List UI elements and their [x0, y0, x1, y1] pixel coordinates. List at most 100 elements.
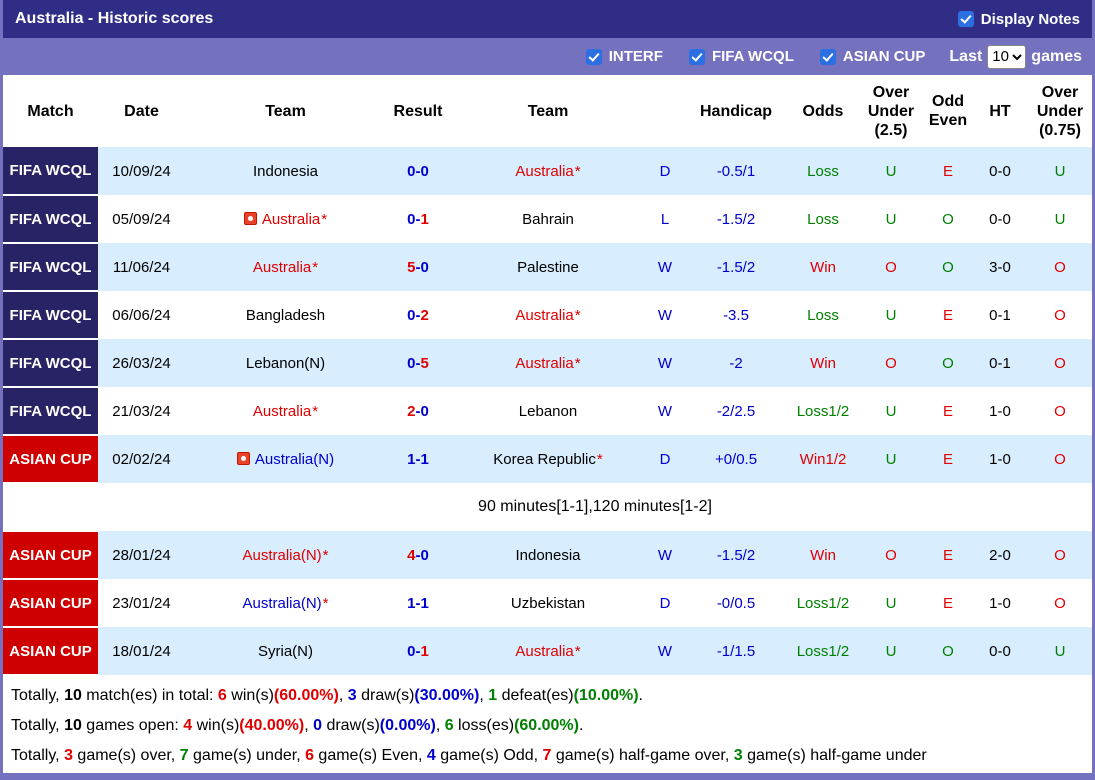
- filter-fifa-wcql[interactable]: FIFA WCQL: [688, 48, 794, 65]
- over-under-075-result: O: [1028, 531, 1092, 579]
- handicap-value: -3.5: [723, 306, 749, 324]
- summary-segment: 7: [179, 747, 189, 764]
- team-name[interactable]: Bangladesh: [245, 306, 326, 324]
- handicap-value: -2/2.5: [716, 402, 756, 420]
- odd-even-result: E: [924, 147, 972, 195]
- away-team-cell: Australia*: [450, 147, 646, 195]
- table-header-row: Match Date Team Result Team Handicap Odd…: [3, 75, 1092, 147]
- over-under-25-result: U: [885, 210, 897, 228]
- summary-segment: 3: [733, 747, 743, 764]
- odd-even-result: O: [924, 243, 972, 291]
- summary-segment: draw(s): [322, 717, 380, 734]
- score-cell[interactable]: 5-0: [386, 243, 450, 291]
- over-under-075-result: O: [1054, 306, 1066, 324]
- team-name[interactable]: Indonesia: [515, 546, 581, 564]
- team-name[interactable]: Australia(N): [254, 450, 335, 468]
- interf-checkbox[interactable]: [585, 48, 602, 65]
- filter-interf[interactable]: INTERF: [585, 48, 663, 65]
- team-name[interactable]: Australia: [515, 354, 574, 372]
- col-header-odd-even: Odd Even: [924, 75, 972, 147]
- away-score: 1: [420, 594, 429, 612]
- display-notes-checkbox[interactable]: [957, 11, 974, 27]
- team-name[interactable]: Australia: [261, 210, 321, 228]
- team-name[interactable]: Indonesia: [252, 162, 319, 180]
- league-badge: FIFA WCQL: [3, 243, 98, 292]
- score-cell[interactable]: 0-1: [386, 195, 450, 243]
- asian-cup-checkbox[interactable]: [819, 48, 836, 65]
- score-cell[interactable]: 1-1: [386, 435, 450, 483]
- score-cell[interactable]: 0-0: [386, 147, 450, 195]
- home-team-cell: Lebanon(N): [185, 339, 386, 387]
- summary-segment: game(s) under,: [188, 747, 306, 764]
- games-label: games: [1031, 47, 1082, 65]
- team-name[interactable]: Uzbekistan: [510, 594, 586, 612]
- match-row: FIFA WCQL 05/09/24 Australia* 0-1 Bahrain L -1…: [3, 195, 1092, 244]
- match-date: 10/09/24: [98, 147, 185, 195]
- fifa-wcql-checkbox[interactable]: [688, 48, 705, 65]
- home-score: 1: [407, 450, 416, 468]
- result-letter: L: [660, 210, 670, 228]
- last-games-select[interactable]: 10: [987, 44, 1027, 69]
- odds-result: Loss: [807, 210, 839, 228]
- col-header-result: Result: [386, 75, 450, 147]
- away-score: 1: [420, 210, 429, 228]
- result-letter: D: [646, 147, 684, 195]
- favorite-star: *: [321, 210, 328, 228]
- team-name[interactable]: Australia: [515, 162, 574, 180]
- team-name[interactable]: Australia(N): [242, 594, 322, 612]
- away-score: 1: [420, 642, 429, 660]
- home-score: 0: [407, 354, 416, 372]
- handicap-value: -1/1.5: [684, 627, 788, 675]
- team-name[interactable]: Australia(N): [242, 546, 322, 564]
- team-name[interactable]: Palestine: [517, 258, 579, 276]
- summary-line: Totally, 10 match(es) in total: 6 win(s)…: [11, 681, 1084, 711]
- team-name[interactable]: Australia: [252, 402, 312, 420]
- over-under-075-result: O: [1054, 594, 1066, 612]
- odds-result: Win: [788, 339, 858, 387]
- team-name[interactable]: Lebanon: [518, 402, 578, 420]
- home-score: 1: [407, 594, 416, 612]
- team-name[interactable]: Bahrain: [522, 210, 574, 228]
- home-team-cell: Australia*: [185, 195, 386, 243]
- result-letter: W: [657, 306, 673, 324]
- team-name[interactable]: Australia: [515, 642, 574, 660]
- summary-line: Totally, 3 game(s) over, 7 game(s) under…: [11, 741, 1084, 771]
- summary-segment: game(s) Odd,: [435, 747, 543, 764]
- half-time-score: 2-0: [972, 531, 1028, 579]
- match-date: 02/02/24: [98, 435, 185, 483]
- match-row: FIFA WCQL 11/06/24 Australia* 5-0 Palestine W…: [3, 243, 1092, 292]
- score-cell[interactable]: 0-5: [386, 339, 450, 387]
- home-team-cell: Australia(N)*: [185, 579, 386, 627]
- score-cell[interactable]: 0-1: [386, 627, 450, 675]
- summary-segment: .: [638, 687, 643, 704]
- score-separator: -: [415, 162, 421, 180]
- result-letter: W: [646, 531, 684, 579]
- odd-even-result: E: [942, 402, 953, 420]
- score-cell[interactable]: 4-0: [386, 531, 450, 579]
- summary-segment: game(s) Even,: [313, 747, 427, 764]
- score-separator: -: [415, 354, 421, 372]
- away-score: 0: [420, 162, 429, 180]
- handicap-value: -1.5/2: [684, 243, 788, 291]
- display-notes-toggle[interactable]: Display Notes: [957, 11, 1080, 28]
- team-name[interactable]: Syria(N): [258, 642, 313, 660]
- filter-asian-cup[interactable]: ASIAN CUP: [819, 48, 925, 65]
- team-name[interactable]: Korea Republic: [493, 450, 596, 468]
- league-badge: FIFA WCQL: [3, 291, 98, 340]
- odds-result: Loss1/2: [796, 594, 850, 612]
- favorite-star: *: [574, 162, 581, 180]
- score-cell[interactable]: 0-2: [386, 291, 450, 339]
- score-cell[interactable]: 1-1: [386, 579, 450, 627]
- odds-result: Win: [788, 531, 858, 579]
- col-header-over-under-25: Over Under (2.5): [858, 75, 924, 147]
- away-team-cell: Indonesia: [450, 531, 646, 579]
- match-row: ASIAN CUP 23/01/24 Australia(N)* 1-1 Uzbekis…: [3, 579, 1092, 628]
- score-separator: -: [415, 210, 421, 228]
- summary-segment: Totally,: [11, 717, 65, 734]
- team-name[interactable]: Australia: [515, 306, 574, 324]
- match-date: 06/06/24: [112, 306, 171, 324]
- score-cell[interactable]: 2-0: [386, 387, 450, 435]
- favorite-star: *: [574, 642, 581, 660]
- team-name[interactable]: Australia: [252, 258, 312, 276]
- team-name[interactable]: Lebanon(N): [245, 354, 326, 372]
